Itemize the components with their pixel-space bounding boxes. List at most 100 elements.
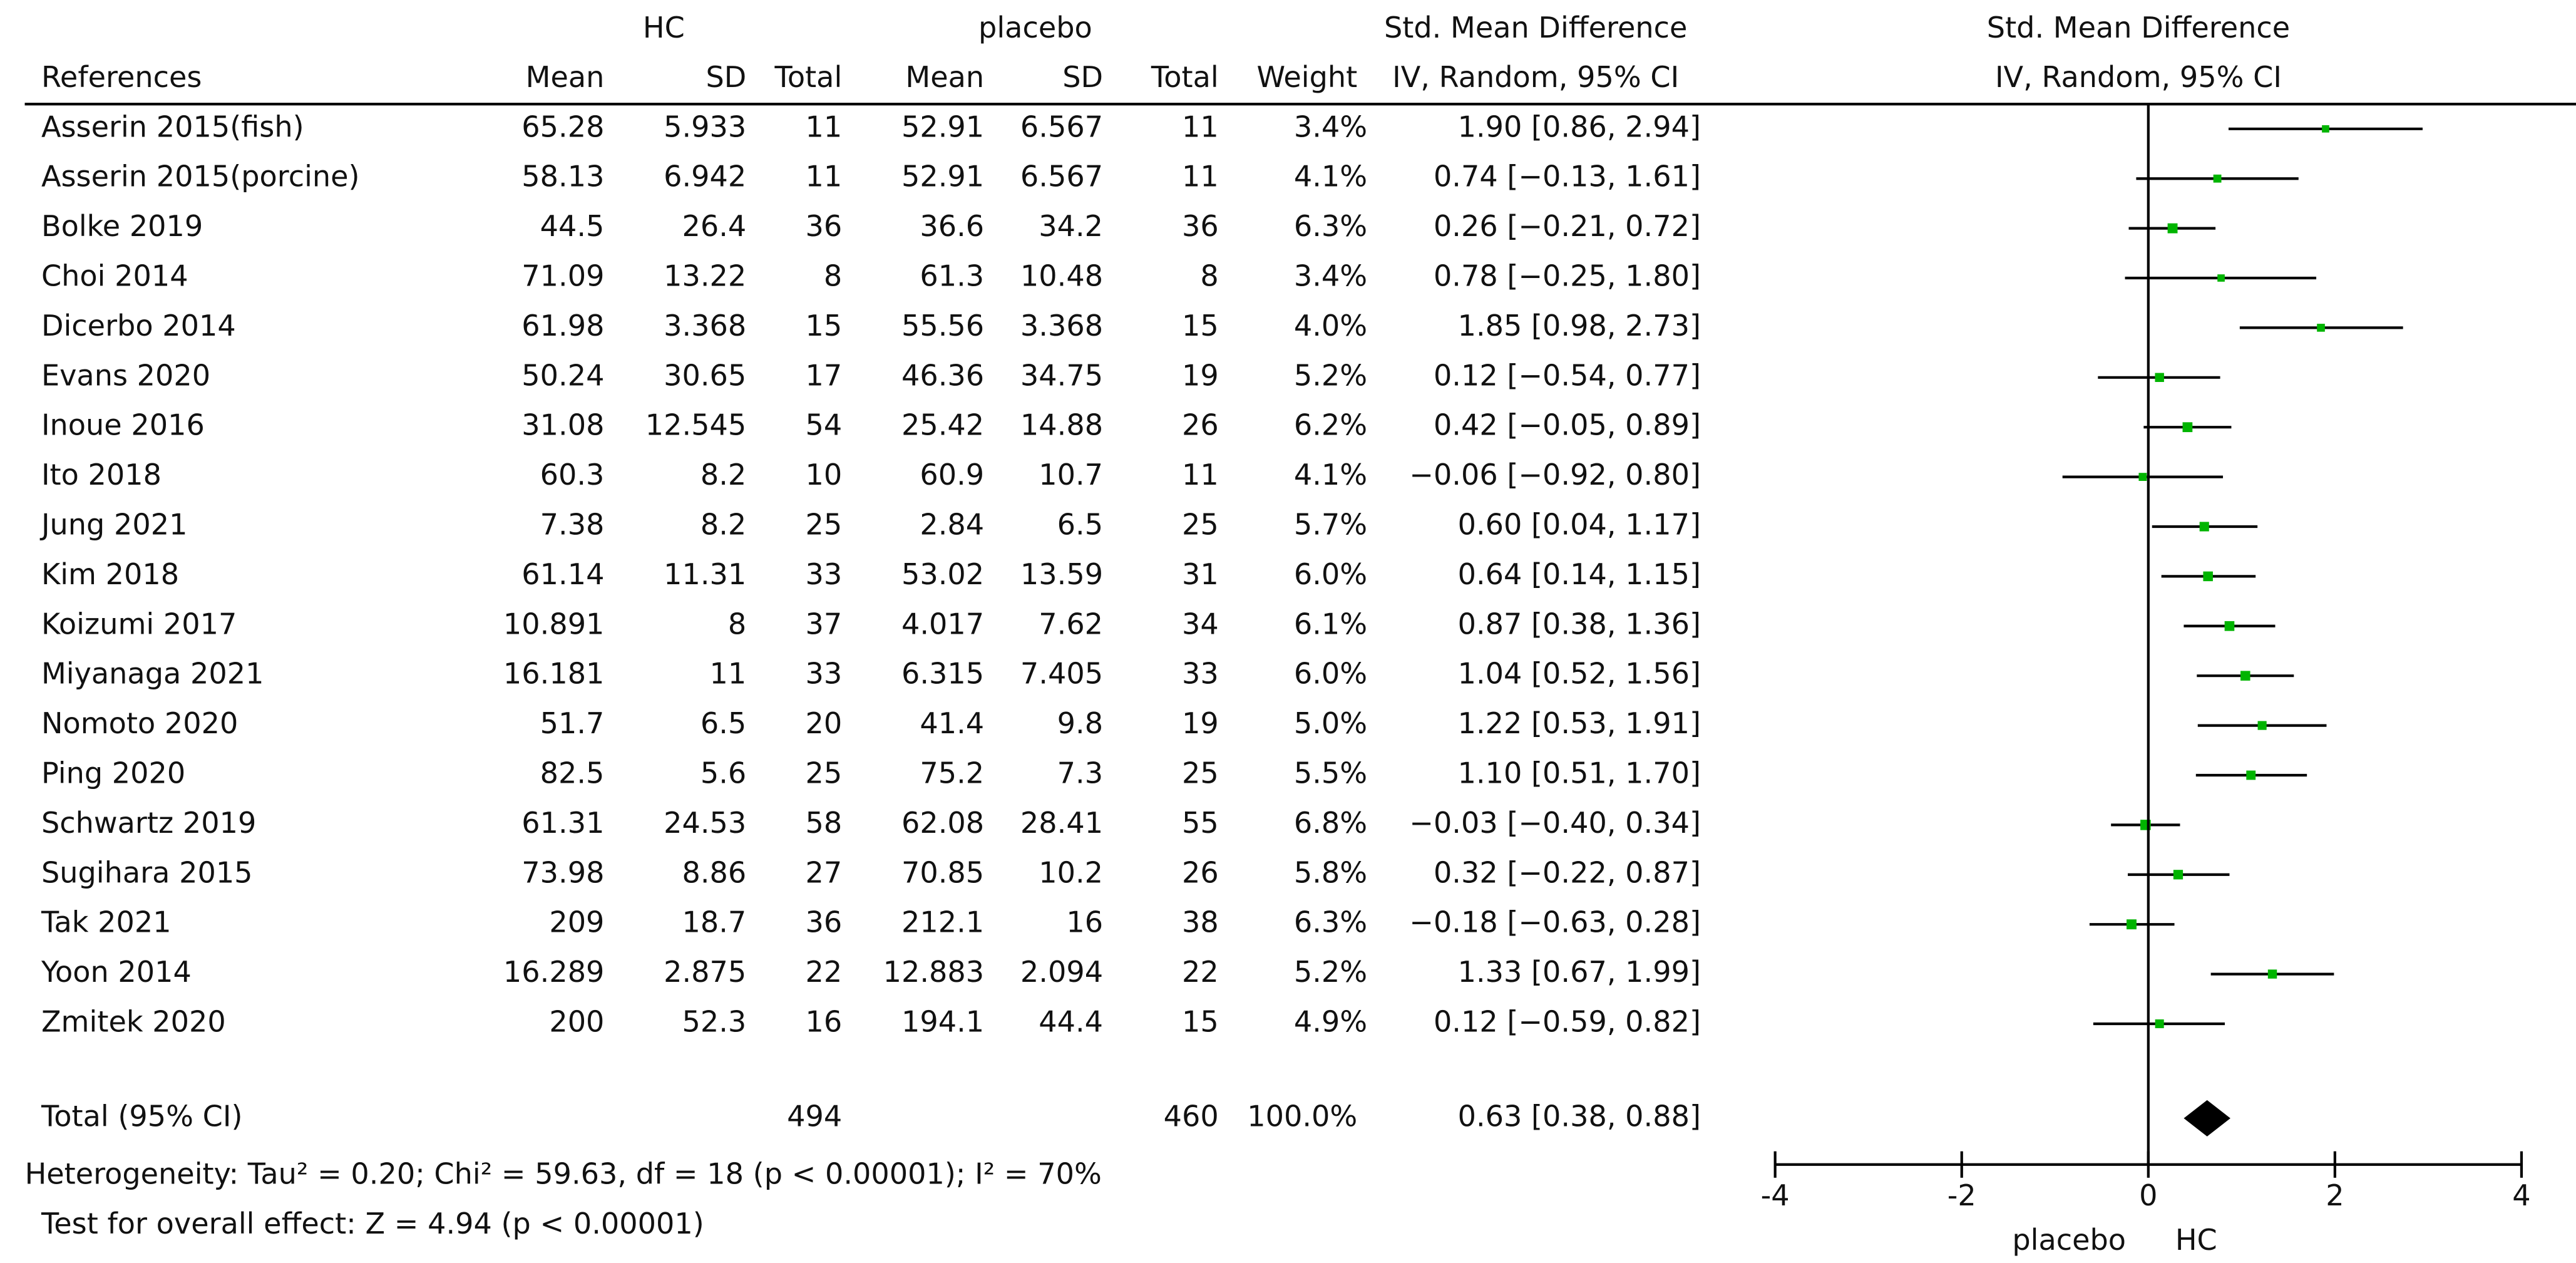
study-name: Koizumi 2017	[41, 607, 237, 641]
ci-label: 1.33 [0.67, 1.99]	[1458, 955, 1701, 989]
table-cell: 9.8	[1057, 706, 1103, 740]
table-cell: 61.3	[920, 259, 984, 293]
table-cell: 19	[1182, 358, 1219, 392]
table-cell: 34.75	[1020, 358, 1103, 392]
ci-label: −0.06 [−0.92, 0.80]	[1409, 458, 1701, 492]
weight: 5.5%	[1294, 756, 1367, 790]
table-cell: 4.017	[901, 607, 984, 641]
plot-header: Std. Mean Difference	[1987, 11, 2290, 44]
weight: 3.4%	[1294, 259, 1367, 293]
ci-label: 0.12 [−0.54, 0.77]	[1434, 358, 1701, 392]
table-cell: 61.14	[521, 557, 604, 591]
table-cell: 52.91	[901, 160, 984, 193]
study-name: Nomoto 2020	[41, 706, 238, 740]
effect-square	[2213, 174, 2222, 183]
table-cell: 6.567	[1020, 110, 1103, 143]
table-cell: 8.2	[700, 507, 746, 541]
ci-label: 1.90 [0.86, 2.94]	[1458, 110, 1701, 143]
ci-label: 1.10 [0.51, 1.70]	[1458, 756, 1701, 790]
column-header: Mean	[905, 60, 984, 94]
table-cell: 46.36	[901, 358, 984, 392]
heterogeneity: Heterogeneity: Tau² = 0.20; Chi² = 59.63…	[25, 1157, 1102, 1191]
table-cell: 28.41	[1020, 806, 1103, 840]
effect-square	[2224, 621, 2235, 631]
table-cell: 22	[806, 955, 843, 989]
table-cell: 2.094	[1020, 955, 1103, 989]
study-name: Evans 2020	[41, 358, 210, 392]
table-cell: 7.3	[1057, 756, 1103, 790]
table-cell: 15	[1182, 309, 1219, 343]
table-cell: 6.567	[1020, 160, 1103, 193]
table-cell: 25.42	[901, 408, 984, 442]
effect-square	[2246, 770, 2256, 780]
ci-label: 0.87 [0.38, 1.36]	[1458, 607, 1701, 641]
total-label: Total (95% CI)	[41, 1099, 243, 1133]
table-cell: 36.6	[920, 209, 984, 243]
table-cell: 5.6	[700, 756, 746, 790]
table-cell: 30.65	[664, 358, 746, 392]
ci-label: 0.74 [−0.13, 1.61]	[1434, 160, 1701, 193]
group-header: placebo	[978, 11, 1092, 44]
table-cell: 15	[806, 309, 843, 343]
table-cell: 44.4	[1039, 1004, 1103, 1038]
x-tick-label: 2	[2326, 1178, 2344, 1212]
table-cell: 60.9	[920, 458, 984, 492]
table-cell: 27	[806, 855, 843, 889]
table-cell: 16	[1066, 905, 1103, 939]
ci-label: −0.03 [−0.40, 0.34]	[1409, 806, 1701, 840]
weight: 4.0%	[1294, 309, 1367, 343]
summary-diamond	[2183, 1100, 2230, 1137]
axis-label-left: placebo	[2012, 1223, 2126, 1257]
column-header: SD	[706, 60, 746, 94]
ci-label: 0.12 [−0.59, 0.82]	[1434, 1004, 1701, 1038]
weight: 3.4%	[1294, 110, 1367, 143]
table-cell: 50.24	[521, 358, 604, 392]
table-cell: 13.22	[664, 259, 746, 293]
table-cell: 52.3	[682, 1004, 747, 1038]
weight: 6.3%	[1294, 905, 1367, 939]
ci-label: 0.32 [−0.22, 0.87]	[1434, 855, 1701, 889]
table-cell: 61.98	[521, 309, 604, 343]
table-cell: 11	[806, 110, 843, 143]
table-cell: 26	[1182, 855, 1219, 889]
weight: 6.0%	[1294, 557, 1367, 591]
table-cell: 10.48	[1020, 259, 1103, 293]
effect-square	[2267, 969, 2277, 979]
x-tick-label: -4	[1761, 1178, 1790, 1212]
study-name: Miyanaga 2021	[41, 657, 264, 691]
column-header: SD	[1062, 60, 1103, 94]
table-cell: 3.368	[664, 309, 746, 343]
table-cell: 33	[1182, 657, 1219, 691]
table-cell: 209	[549, 905, 604, 939]
study-name: Yoon 2014	[41, 955, 192, 989]
total-placebo: 460	[1164, 1099, 1219, 1133]
table-cell: 70.85	[901, 855, 984, 889]
total-hc: 494	[787, 1099, 842, 1133]
table-cell: 22	[1182, 955, 1219, 989]
x-tick-label: 4	[2512, 1178, 2530, 1212]
study-name: Asserin 2015(porcine)	[41, 160, 360, 193]
table-cell: 36	[1182, 209, 1219, 243]
table-cell: 8	[728, 607, 746, 641]
ci-label: 0.42 [−0.05, 0.89]	[1434, 408, 1701, 442]
effect-square	[2182, 422, 2193, 433]
study-name: Tak 2021	[41, 905, 172, 939]
study-name: Inoue 2016	[41, 408, 205, 442]
study-name: Ping 2020	[41, 756, 185, 790]
table-cell: 34	[1182, 607, 1219, 641]
group-header: Std. Mean Difference	[1384, 11, 1687, 44]
table-cell: 194.1	[901, 1004, 984, 1038]
study-name: Ito 2018	[41, 458, 162, 492]
table-cell: 16	[806, 1004, 843, 1038]
table-cell: 26.4	[682, 209, 747, 243]
table-cell: 14.88	[1020, 408, 1103, 442]
table-cell: 61.31	[521, 806, 604, 840]
table-cell: 3.368	[1020, 309, 1103, 343]
effect-square	[2322, 125, 2329, 133]
table-cell: 7.405	[1020, 657, 1103, 691]
table-cell: 31	[1182, 557, 1219, 591]
table-cell: 6.5	[1057, 507, 1103, 541]
study-name: Schwartz 2019	[41, 806, 256, 840]
table-cell: 8	[1200, 259, 1218, 293]
